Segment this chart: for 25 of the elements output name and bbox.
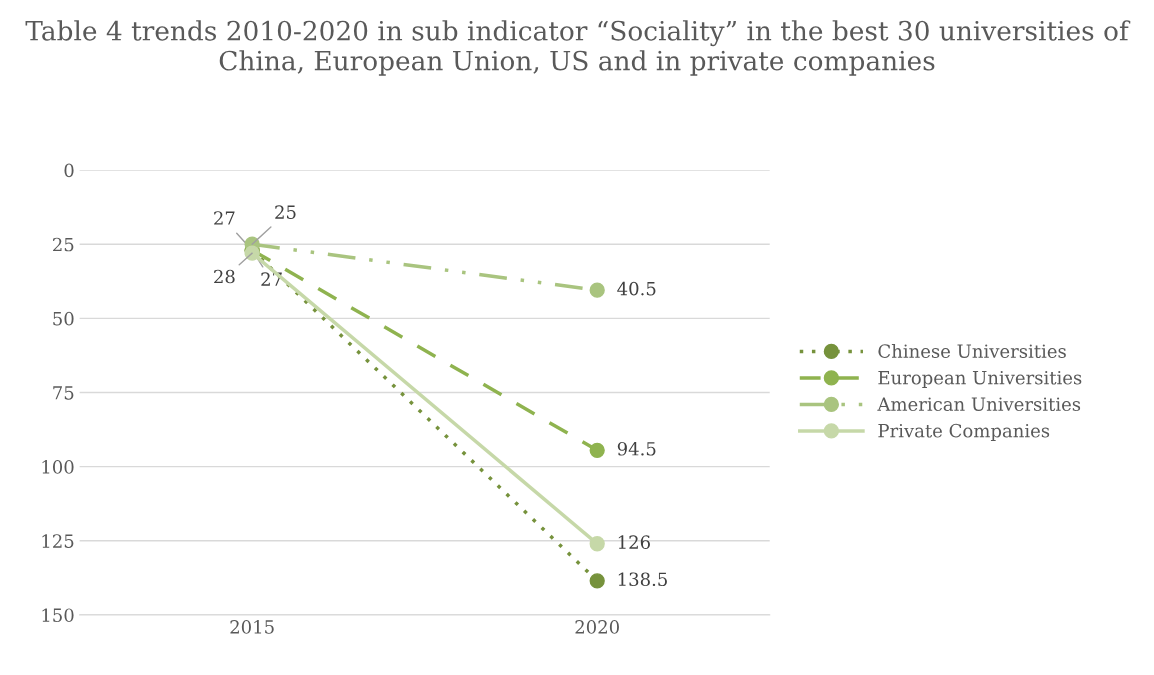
data-label: 27 [214,211,235,225]
y-tick-label: 75 [53,386,74,400]
legend-label: European Universities [878,370,1082,388]
y-tick-label: 25 [53,237,74,252]
y-tick-label: 50 [53,311,74,326]
legend-label: American Universities [877,397,1081,411]
x-tick-label: 2020 [575,620,619,634]
data-label: 138.5 [618,572,667,587]
point [589,573,605,589]
data-label: 28 [214,269,235,284]
point [589,282,605,298]
y-tick-label: 125 [42,534,74,548]
data-label: 126 [618,535,650,549]
y-tick-label: 0 [64,163,74,178]
y-tick-label: 100 [42,460,74,474]
y-tick-label: 150 [42,608,74,623]
chart-title: Table 4 trends 2010-2020 in sub indicator “Sociality” in the best 30 universities of China, European Union, US and in private companies [25,20,1131,76]
data-label: 40.5 [617,281,656,296]
legend-label: Chinese Universities [878,344,1066,358]
legend-label: Private Companies [878,423,1050,441]
x-tick-label: 2015 [230,620,274,634]
data-label: 25 [275,205,296,219]
point [589,536,605,552]
point [589,442,605,458]
data-label: 94.5 [617,441,656,456]
